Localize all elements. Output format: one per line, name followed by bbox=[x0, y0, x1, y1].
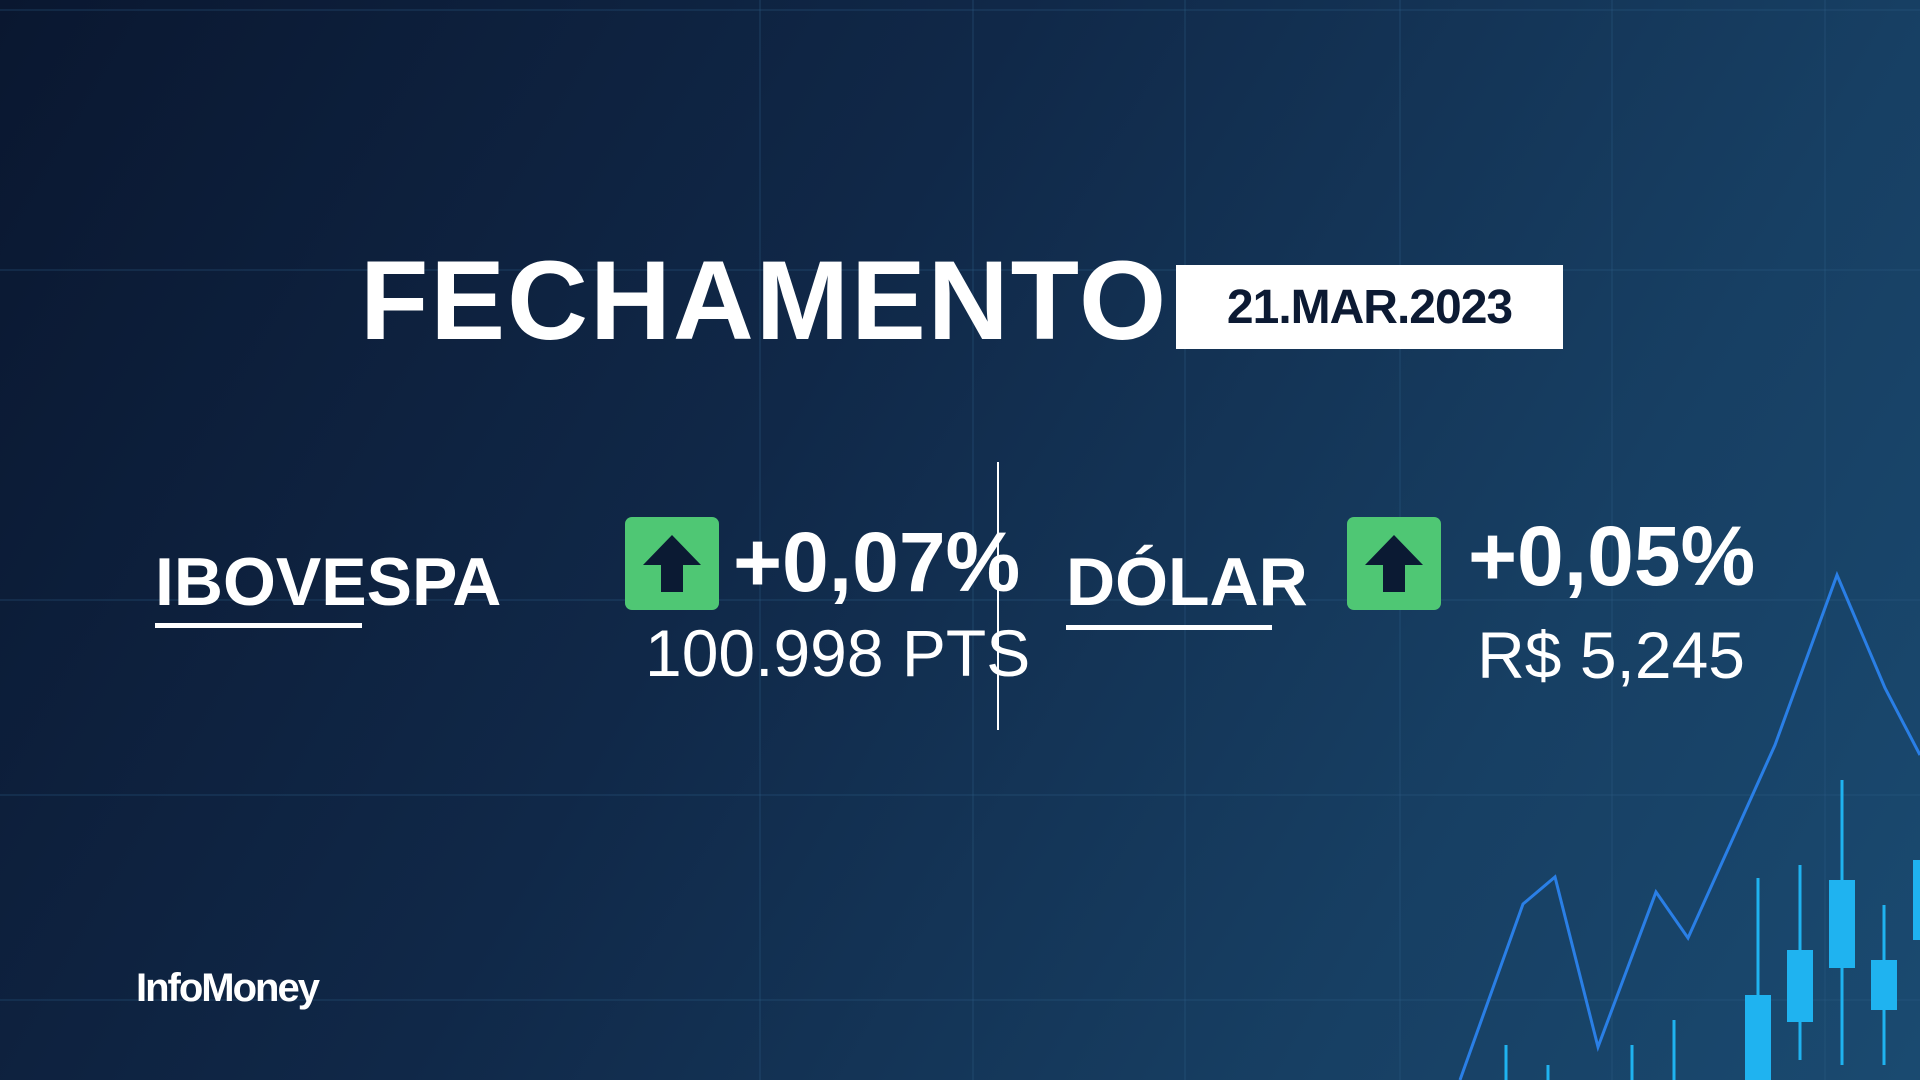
arrow-up-icon bbox=[1347, 517, 1441, 610]
dolar-underline bbox=[1066, 625, 1272, 630]
ibovespa-value: 100.998 PTS bbox=[645, 616, 1031, 690]
candlesticks bbox=[1504, 780, 1886, 1080]
page-title: FECHAMENTO bbox=[360, 238, 1169, 363]
dolar-label: DÓLAR bbox=[1066, 544, 1308, 620]
ibovespa-label: IBOVESPA bbox=[155, 544, 502, 620]
ibovespa-change: +0,07% bbox=[733, 515, 1021, 609]
chart-line bbox=[1458, 570, 1920, 1080]
date-badge: 21.MAR.2023 bbox=[1176, 265, 1563, 349]
ibovespa-underline bbox=[155, 623, 362, 628]
dolar-value: R$ 5,245 bbox=[1477, 618, 1745, 692]
divider bbox=[997, 462, 999, 730]
arrow-up-icon bbox=[625, 517, 719, 610]
infomoney-logo: InfoMoney bbox=[136, 966, 320, 1010]
dolar-change: +0,05% bbox=[1468, 509, 1756, 603]
